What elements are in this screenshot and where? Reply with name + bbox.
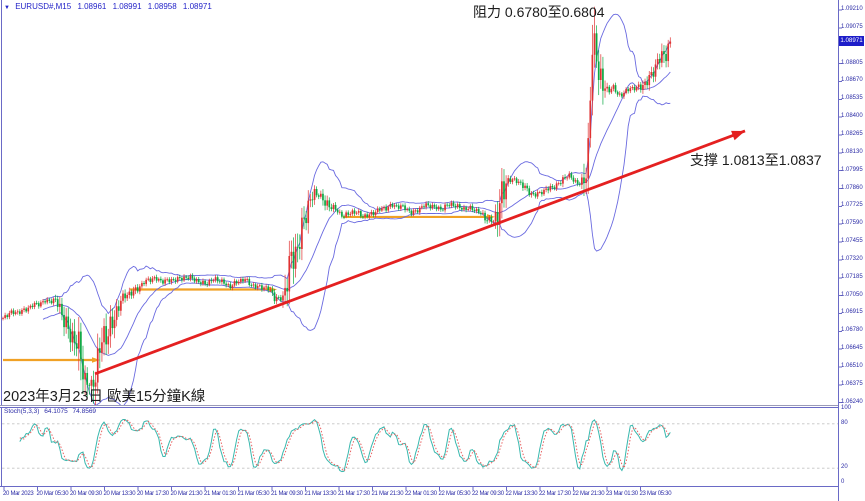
- resistance-annotation: 阻力 0.6780至0.6804: [473, 4, 605, 20]
- price-axis-label: 1.09075: [841, 23, 863, 30]
- stoch-k-value: 64.1075: [44, 408, 68, 415]
- price-axis-label: 1.06645: [841, 345, 863, 352]
- time-axis-label: 21 Mar 01:30: [204, 491, 236, 497]
- time-axis-label: 20 Mar 05:30: [36, 491, 69, 497]
- time-axis-label: 22 Mar 21:30: [572, 491, 605, 497]
- time-axis-label: 23 Mar 01:30: [606, 491, 638, 497]
- price-axis-label: 1.07455: [841, 238, 863, 245]
- stoch-name: Stoch(5,3,3): [4, 408, 40, 415]
- chart-caption: 2023年3月23日 歐美15分鐘K線: [3, 389, 206, 405]
- stoch-d-value: 74.8569: [72, 408, 97, 415]
- price-axis-label: 1.08805: [841, 59, 863, 66]
- stoch-scale-label: 20: [841, 464, 848, 471]
- symbol-dropdown-icon[interactable]: ▼: [4, 5, 10, 11]
- price-axis-label: 1.09210: [841, 6, 863, 12]
- price-axis-label: 1.07185: [841, 273, 863, 280]
- quote-low: 1.08958: [147, 2, 177, 11]
- time-axis-label: 21 Mar 05:30: [237, 491, 270, 497]
- time-axis-label: 20 Mar 09:30: [70, 491, 102, 497]
- quote-open: 1.08961: [77, 2, 107, 11]
- price-axis-label: 1.07860: [841, 184, 863, 191]
- time-axis-label: 23 Mar 05:30: [639, 491, 672, 497]
- time-axis-label: 20 Mar 21:30: [170, 491, 203, 497]
- stoch-scale-label: 100: [841, 405, 852, 411]
- time-axis-label: 20 Mar 2023: [3, 491, 34, 497]
- price-axis-label: 1.08400: [841, 113, 863, 120]
- time-axis-label: 21 Mar 09:30: [271, 491, 303, 497]
- support-annotation: 支撑 1.0813至1.0837: [690, 152, 822, 168]
- price-axis-label: 1.06240: [841, 398, 863, 405]
- quote-close: 1.08971: [182, 2, 212, 11]
- time-axis-label: 22 Mar 05:30: [438, 491, 471, 497]
- price-axis-label: 1.07320: [841, 255, 863, 262]
- price-axis-label: 1.06780: [841, 327, 863, 334]
- time-axis-label: 21 Mar 21:30: [371, 491, 404, 497]
- symbol-info-bar: ▼ EURUSD#,M15 1.08961 1.08991 1.08958 1.…: [4, 2, 216, 11]
- price-axis-label: 1.06375: [841, 380, 863, 387]
- price-axis-label: 1.08670: [841, 77, 863, 84]
- price-axis-label: 1.08265: [841, 130, 863, 137]
- price-axis-label: 1.08535: [841, 95, 863, 102]
- price-axis-label: 1.06510: [841, 363, 863, 369]
- time-axis-label: 21 Mar 13:30: [304, 491, 337, 497]
- price-axis-label: 1.07725: [841, 202, 863, 209]
- time-axis-label: 22 Mar 13:30: [505, 491, 538, 497]
- time-axis-label: 20 Mar 13:30: [103, 491, 136, 497]
- price-axis-label: 1.07050: [841, 291, 863, 298]
- time-axis-label: 22 Mar 09:30: [472, 491, 504, 497]
- time-axis-label: 22 Mar 01:30: [405, 491, 437, 497]
- stoch-scale-label: 80: [841, 419, 848, 426]
- time-axis-label: 22 Mar 17:30: [539, 491, 571, 497]
- price-axis-label: 1.07995: [841, 166, 863, 173]
- quote-high: 1.08991: [112, 2, 142, 11]
- price-axis-label: 1.06915: [841, 309, 863, 316]
- current-price-tag: 1.08971: [839, 36, 864, 46]
- price-axis-label: 1.07590: [841, 220, 863, 227]
- price-axis-label: 1.08130: [841, 148, 863, 155]
- stoch-indicator-label: Stoch(5,3,3) 64.1075 74.8569: [4, 408, 99, 415]
- time-axis-label: 21 Mar 17:30: [338, 491, 370, 497]
- symbol-label: EURUSD#,M15: [15, 2, 72, 11]
- stoch-scale-label: 0: [841, 479, 845, 485]
- time-axis-label: 20 Mar 17:30: [137, 491, 169, 497]
